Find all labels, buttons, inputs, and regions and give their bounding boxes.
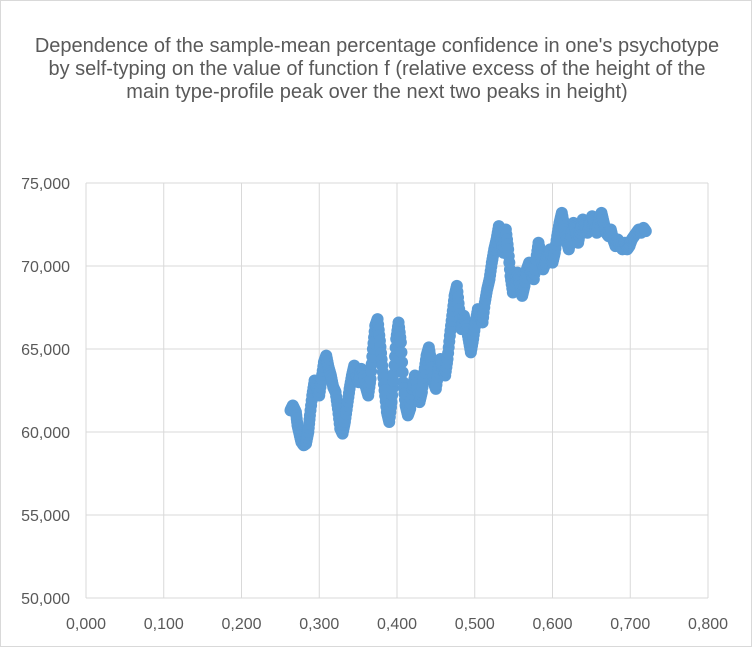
y-tick-label: 70,000 [21, 259, 70, 276]
x-tick-label: 0,600 [532, 616, 572, 633]
x-tick-label: 0,100 [144, 616, 184, 633]
data-point [394, 336, 407, 349]
data-point-fill [395, 346, 408, 359]
scatter-series [284, 206, 652, 452]
x-tick-label: 0,000 [66, 616, 106, 633]
x-tick-label: 0,700 [610, 616, 650, 633]
y-tick-label: 50,000 [21, 591, 70, 608]
data-point [639, 225, 652, 238]
data-point-fill [396, 356, 409, 369]
data-point-fill [396, 366, 409, 379]
y-tick-label: 60,000 [21, 425, 70, 442]
x-tick-label: 0,800 [688, 616, 728, 633]
x-tick-label: 0,200 [221, 616, 261, 633]
y-tick-label: 75,000 [21, 176, 70, 193]
y-tick-label: 55,000 [21, 508, 70, 525]
y-tick-label: 65,000 [21, 342, 70, 359]
axis-tick-labels: 0,000 0,100 0,200 0,300 0,400 0,500 0,600 0,700… [21, 176, 728, 633]
x-tick-label: 0,300 [299, 616, 339, 633]
chart-title: Dependence of the sample-mean percentage… [34, 35, 720, 103]
x-tick-label: 0,400 [377, 616, 417, 633]
x-tick-label: 0,500 [455, 616, 495, 633]
